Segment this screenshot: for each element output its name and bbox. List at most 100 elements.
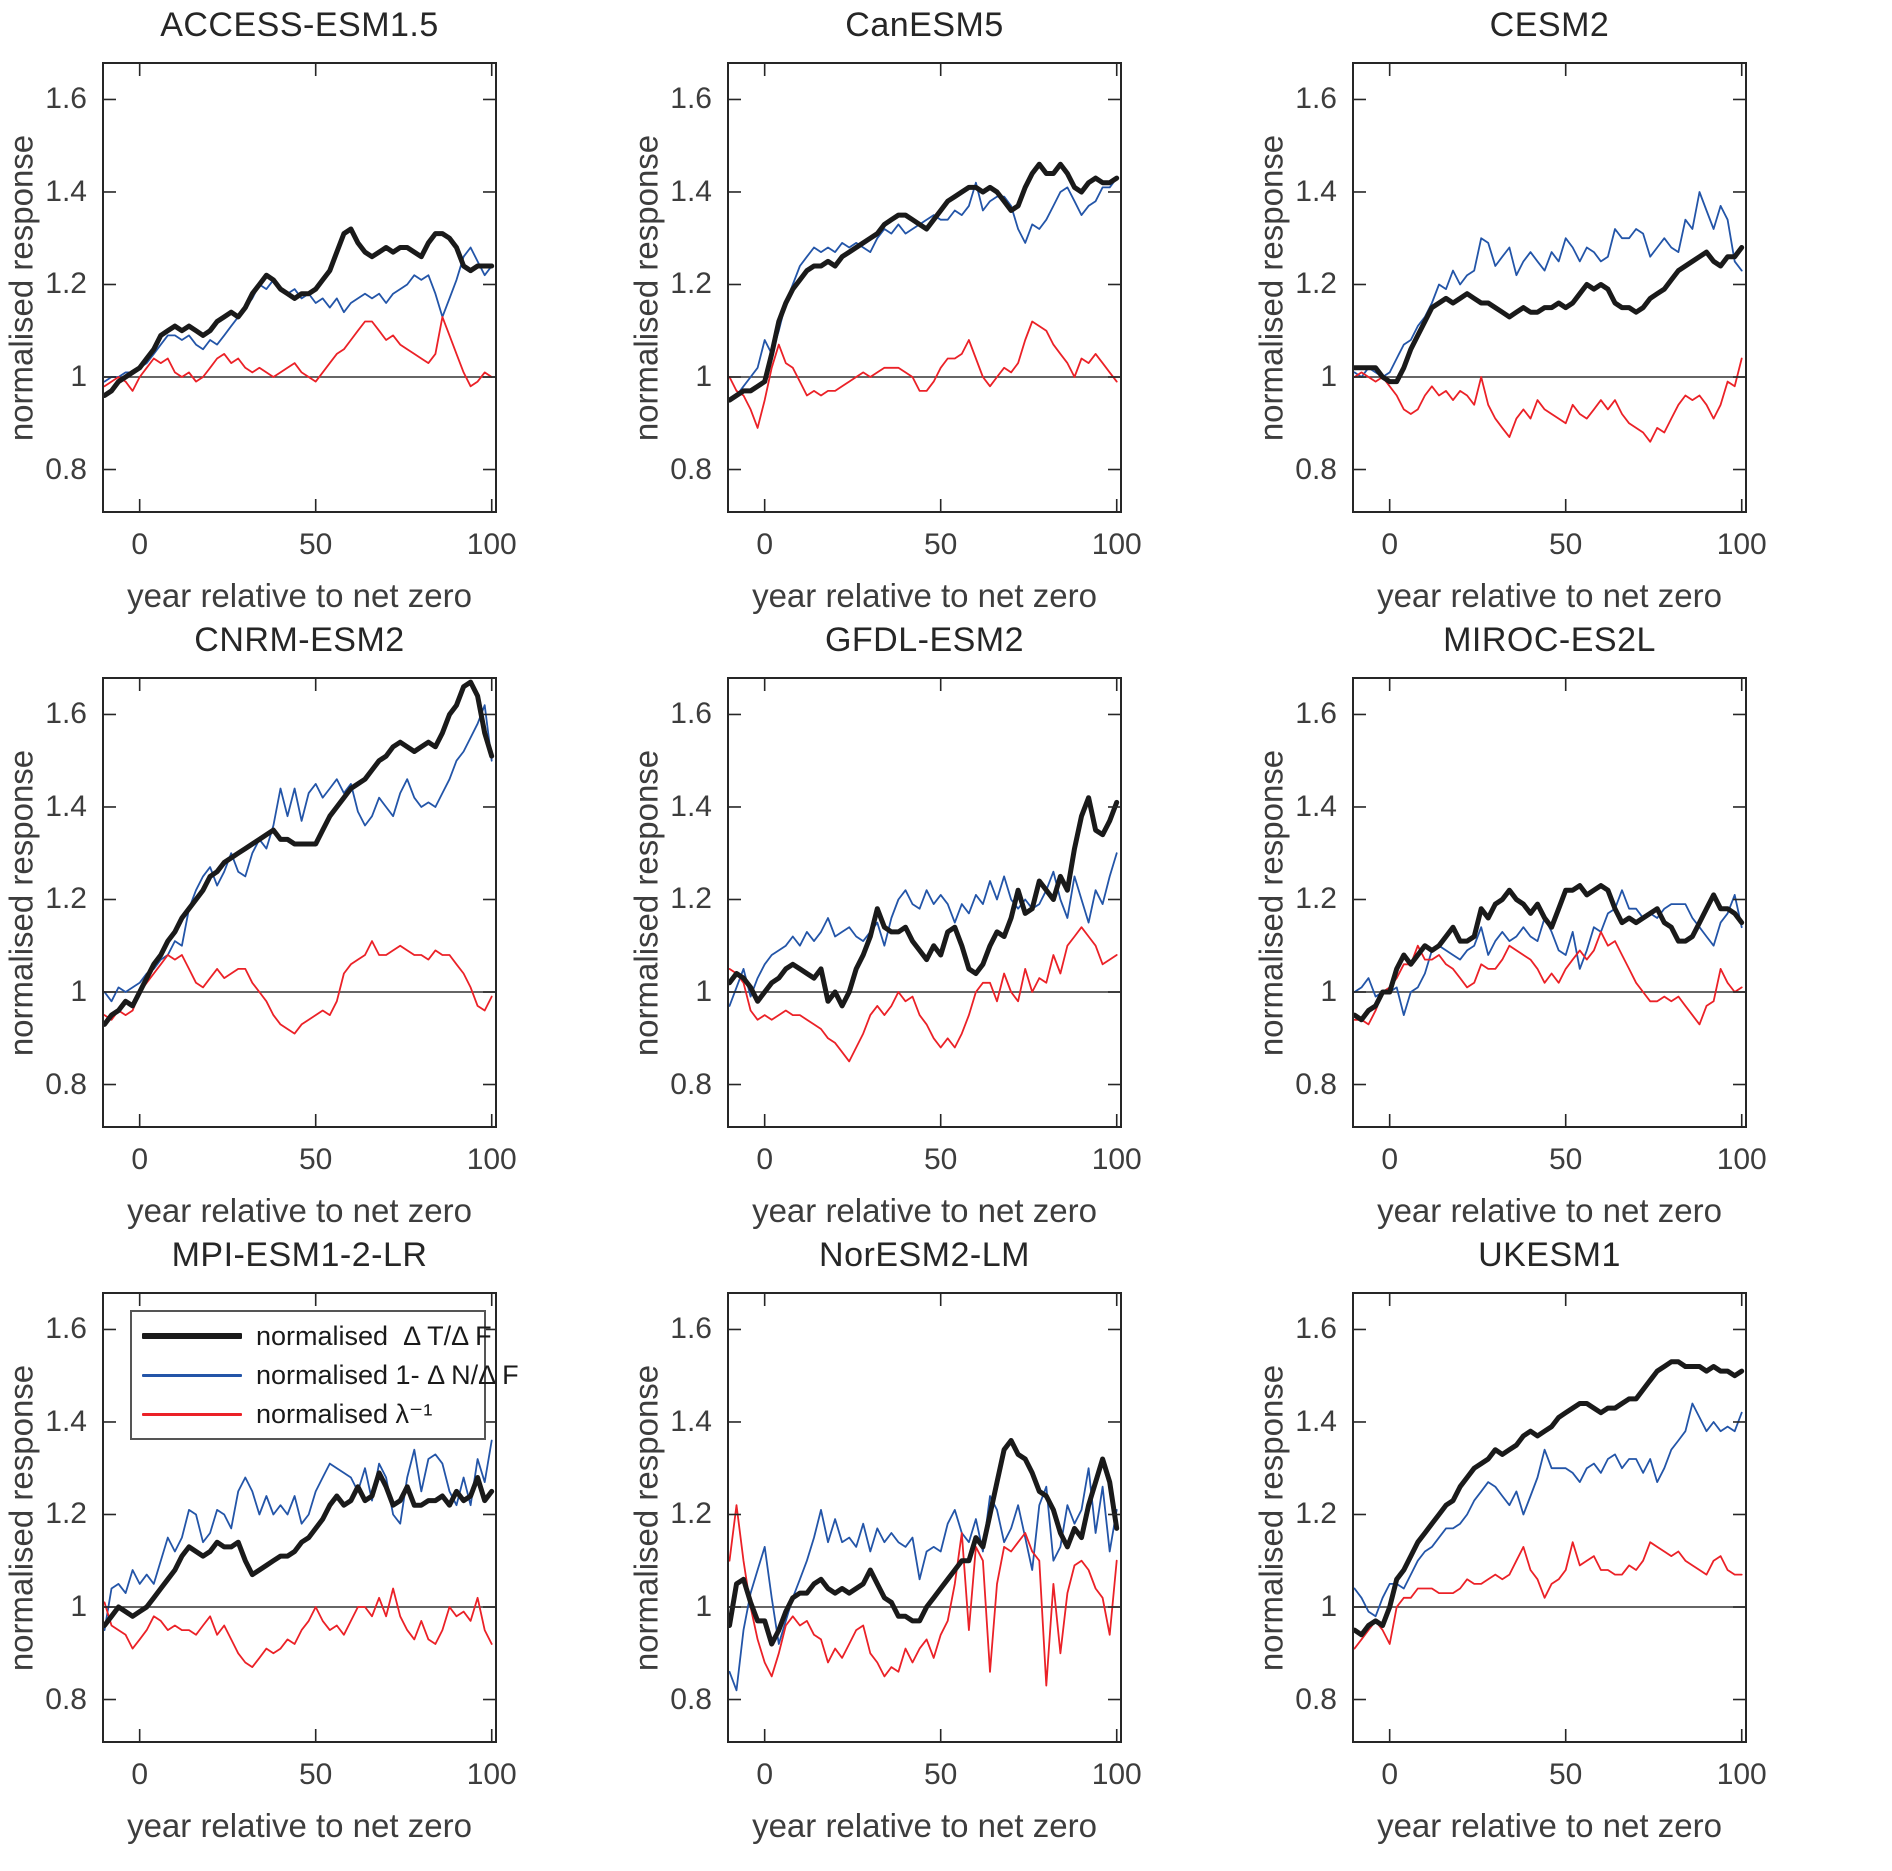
y-tick-label: 1 — [70, 1590, 87, 1623]
panel-title: UKESM1 — [1478, 1236, 1621, 1274]
series-1-dN-dF — [1353, 191, 1743, 378]
plot-area-UKESM1 — [1352, 1292, 1747, 1743]
axes-box — [102, 62, 497, 513]
legend-line-sample — [142, 1412, 242, 1416]
series-dT-dF — [727, 161, 1120, 403]
y-tick-label: 1.2 — [1295, 882, 1337, 916]
y-tick-label: 0.8 — [1295, 1682, 1337, 1716]
series-lambda-inv — [1353, 930, 1743, 1026]
panel-title: GFDL-ESM2 — [824, 621, 1025, 659]
series-1-dN-dF — [728, 852, 1118, 1007]
x-tick-label: 100 — [1716, 528, 1767, 561]
x-tick-label: 50 — [924, 1143, 958, 1176]
y-tick-label: 0.8 — [45, 1067, 87, 1101]
plot-area-NorESM2-LM — [727, 1292, 1122, 1743]
panel-title: CESM2 — [1489, 6, 1610, 44]
y-tick-label: 1.6 — [45, 1312, 87, 1346]
y-tick-label: 1 — [1320, 360, 1337, 393]
axes-box — [727, 62, 1122, 513]
series-lambda-inv — [728, 320, 1118, 429]
y-tick-label: 0.8 — [45, 1682, 87, 1716]
x-tick-label: 50 — [299, 528, 333, 561]
x-tick-label: 0 — [131, 528, 148, 561]
y-tick-label: 1.4 — [670, 174, 712, 208]
series-lambda-inv — [728, 926, 1118, 1063]
y-tick-label: 1.4 — [45, 789, 87, 823]
y-tick-label: 1 — [695, 975, 712, 1008]
y-tick-label: 1.4 — [1295, 789, 1337, 823]
x-tick-label: 0 — [756, 1758, 773, 1791]
y-tick-label: 1 — [695, 360, 712, 393]
x-tick-label: 0 — [1381, 528, 1398, 561]
panel-title: NorESM2-LM — [819, 1236, 1030, 1274]
x-tick-label: 100 — [1091, 1143, 1142, 1176]
series-1-dN-dF — [103, 704, 493, 1003]
series-lambda-inv — [103, 1587, 493, 1669]
series-lambda-inv — [728, 1504, 1118, 1687]
panel-title: CanESM5 — [845, 6, 1004, 44]
y-tick-label: 0.8 — [670, 1067, 712, 1101]
x-tick-label: 100 — [1716, 1758, 1767, 1791]
legend-label: normalised 1- Δ N/Δ F — [256, 1359, 519, 1390]
y-tick-label: 1 — [695, 1590, 712, 1623]
y-tick-label: 1.2 — [670, 1497, 712, 1531]
y-tick-label: 1.2 — [1295, 267, 1337, 301]
x-tick-label: 50 — [1549, 1143, 1583, 1176]
x-axis-label: year relative to net zero — [127, 1807, 472, 1844]
y-tick-label: 1.6 — [670, 1312, 712, 1346]
x-tick-label: 50 — [1549, 528, 1583, 561]
x-axis-label: year relative to net zero — [1377, 1192, 1722, 1229]
legend-label: normalised λ⁻¹ — [256, 1398, 433, 1429]
axes-box — [1352, 62, 1747, 513]
legend-row: normalised λ⁻¹ — [142, 1395, 474, 1433]
y-tick-label: 1 — [1320, 975, 1337, 1008]
axes-box — [1352, 677, 1747, 1128]
plot-area-CESM2 — [1352, 62, 1747, 513]
series-1-dN-dF — [728, 1467, 1118, 1692]
y-tick-label: 1 — [1320, 1590, 1337, 1623]
axes-box — [1352, 1292, 1747, 1743]
axes-box — [727, 1292, 1122, 1743]
x-axis-label: year relative to net zero — [127, 577, 472, 614]
series-lambda-inv — [103, 315, 493, 392]
x-tick-label: 100 — [1716, 1143, 1767, 1176]
series-dT-dF — [102, 226, 495, 398]
series-lambda-inv — [1353, 1541, 1743, 1650]
axes-box — [102, 1292, 497, 1743]
x-tick-label: 100 — [466, 1143, 517, 1176]
y-tick-label: 1.2 — [45, 267, 87, 301]
panel-title: MPI-ESM1-2-LR — [171, 1236, 428, 1274]
x-tick-label: 100 — [1091, 528, 1142, 561]
plot-area-MIROC-ES2L — [1352, 677, 1747, 1128]
series-dT-dF — [102, 679, 495, 1027]
y-tick-label: 0.8 — [1295, 1067, 1337, 1101]
y-tick-label: 1.4 — [670, 789, 712, 823]
y-tick-label: 1.6 — [1295, 697, 1337, 731]
series-dT-dF — [727, 795, 1120, 1009]
plot-area-CNRM-ESM2 — [102, 677, 497, 1128]
panel-title: CNRM-ESM2 — [194, 621, 405, 659]
y-tick-label: 1 — [70, 975, 87, 1008]
y-tick-label: 1.4 — [1295, 1404, 1337, 1438]
y-tick-label: 1.2 — [45, 882, 87, 916]
x-tick-label: 50 — [299, 1758, 333, 1791]
legend-row: normalised 1- Δ N/Δ F — [142, 1356, 519, 1394]
y-tick-label: 0.8 — [670, 1682, 712, 1716]
x-axis-label: year relative to net zero — [1377, 1807, 1722, 1844]
y-tick-label: 0.8 — [45, 452, 87, 486]
series-dT-dF — [1352, 883, 1745, 1023]
y-tick-label: 1.2 — [45, 1497, 87, 1531]
series-dT-dF — [727, 1438, 1120, 1647]
x-tick-label: 0 — [1381, 1758, 1398, 1791]
legend-label: normalised Δ T/Δ F — [256, 1320, 492, 1351]
series-1-dN-dF — [1353, 1402, 1743, 1618]
x-tick-label: 50 — [299, 1143, 333, 1176]
y-tick-label: 1.4 — [670, 1404, 712, 1438]
plot-area-CanESM5 — [727, 62, 1122, 513]
y-tick-label: 1.4 — [45, 174, 87, 208]
y-tick-label: 1.2 — [670, 267, 712, 301]
y-tick-label: 1.4 — [45, 1404, 87, 1438]
series-lambda-inv — [103, 940, 493, 1035]
series-dT-dF — [1352, 1359, 1745, 1638]
